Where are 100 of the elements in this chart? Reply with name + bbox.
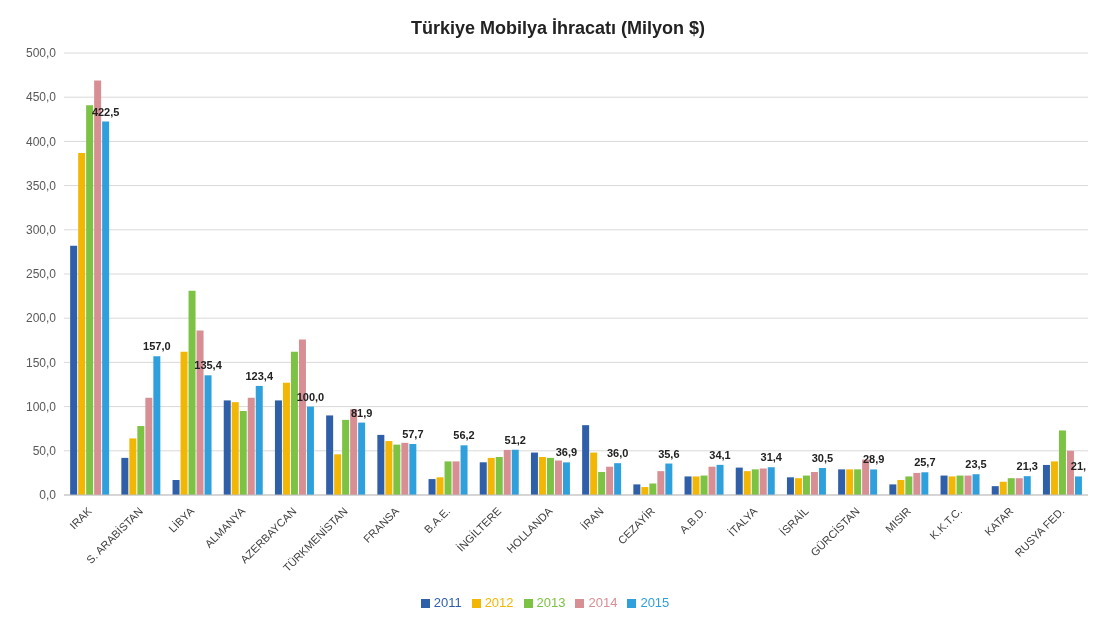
bar — [444, 461, 452, 495]
bar — [948, 476, 956, 495]
bar — [1007, 478, 1015, 495]
legend-label: 2013 — [536, 595, 566, 610]
bar — [145, 397, 153, 495]
y-tick-label: 100,0 — [25, 399, 57, 414]
data-label: 35,6 — [658, 447, 680, 460]
bar — [889, 484, 897, 495]
bar — [153, 356, 161, 495]
bar — [999, 481, 1007, 495]
bar — [956, 475, 964, 495]
bar — [818, 468, 826, 495]
bar — [708, 466, 716, 495]
bar — [794, 478, 802, 495]
bar — [1050, 461, 1058, 495]
data-label: 56,2 — [453, 429, 475, 442]
bar — [452, 461, 460, 495]
bar — [290, 351, 298, 495]
bar — [460, 445, 468, 495]
bar — [342, 419, 350, 495]
bar — [546, 457, 554, 495]
bar — [239, 411, 247, 495]
bar — [940, 475, 948, 495]
bar — [180, 351, 188, 495]
bar — [306, 406, 314, 495]
bar — [767, 467, 775, 495]
data-label: 57,7 — [402, 427, 424, 440]
data-label: 30,5 — [811, 452, 834, 465]
bar — [428, 479, 436, 495]
bar — [479, 462, 487, 495]
bar — [716, 464, 724, 495]
bar — [86, 105, 94, 495]
data-label: 23,5 — [965, 458, 987, 471]
bar — [137, 426, 145, 495]
bar — [905, 476, 913, 495]
bar — [393, 444, 401, 495]
bar — [511, 449, 519, 495]
bar — [810, 472, 818, 495]
bar — [913, 472, 921, 495]
bar — [188, 290, 196, 495]
bar — [751, 469, 759, 495]
data-label: 51,2 — [504, 433, 526, 446]
bar — [409, 443, 417, 495]
bar — [247, 397, 255, 495]
bar — [590, 452, 598, 495]
data-label: 157,0 — [143, 340, 171, 353]
y-tick-label: 50,0 — [32, 444, 57, 459]
legend-label: 2014 — [588, 595, 618, 610]
bar — [786, 477, 794, 495]
bar — [503, 449, 511, 495]
bar — [598, 472, 606, 495]
bar — [582, 425, 590, 495]
data-label: 135,4 — [194, 359, 223, 372]
y-tick-label: 400,0 — [25, 134, 57, 149]
bar — [665, 463, 673, 495]
bar — [614, 463, 622, 495]
legend-label: 2015 — [640, 595, 670, 610]
bar — [802, 475, 810, 495]
bar — [436, 477, 444, 495]
bar — [530, 452, 538, 495]
bar — [1074, 476, 1082, 495]
bar — [129, 438, 137, 495]
bar — [102, 121, 110, 495]
bar — [1015, 478, 1023, 495]
chart-title: Türkiye Mobilya İhracatı (Milyon $) — [409, 17, 707, 39]
bar — [385, 441, 393, 495]
bar — [377, 434, 385, 495]
bar — [964, 475, 972, 495]
bar — [121, 457, 129, 495]
bar — [735, 467, 743, 495]
bar — [495, 456, 503, 495]
bar — [991, 486, 999, 495]
bar — [700, 475, 708, 495]
data-label: 36,0 — [606, 447, 629, 460]
bar — [231, 402, 239, 495]
bar — [897, 479, 905, 495]
data-label: 36,9 — [555, 446, 578, 459]
data-label: 25,7 — [914, 456, 936, 469]
bar — [282, 382, 290, 495]
bar — [1023, 476, 1031, 495]
data-label: 21, — [1070, 460, 1087, 473]
bar — [401, 442, 409, 495]
bar — [921, 472, 929, 495]
bar — [326, 415, 334, 495]
bar — [759, 468, 767, 495]
data-label: 34,1 — [709, 448, 731, 461]
bar — [223, 400, 231, 495]
bar — [606, 466, 614, 495]
bar — [838, 469, 846, 495]
bar — [854, 469, 862, 495]
y-tick-label: 350,0 — [25, 178, 57, 193]
bar — [846, 469, 854, 495]
legend-label: 2012 — [484, 595, 514, 610]
y-tick-label: 450,0 — [25, 90, 57, 105]
bar — [870, 469, 878, 495]
y-tick-label: 250,0 — [25, 267, 57, 282]
bar — [358, 422, 366, 495]
bar — [972, 474, 980, 495]
legend-label: 2011 — [433, 595, 462, 610]
y-tick-label: 200,0 — [25, 311, 57, 326]
